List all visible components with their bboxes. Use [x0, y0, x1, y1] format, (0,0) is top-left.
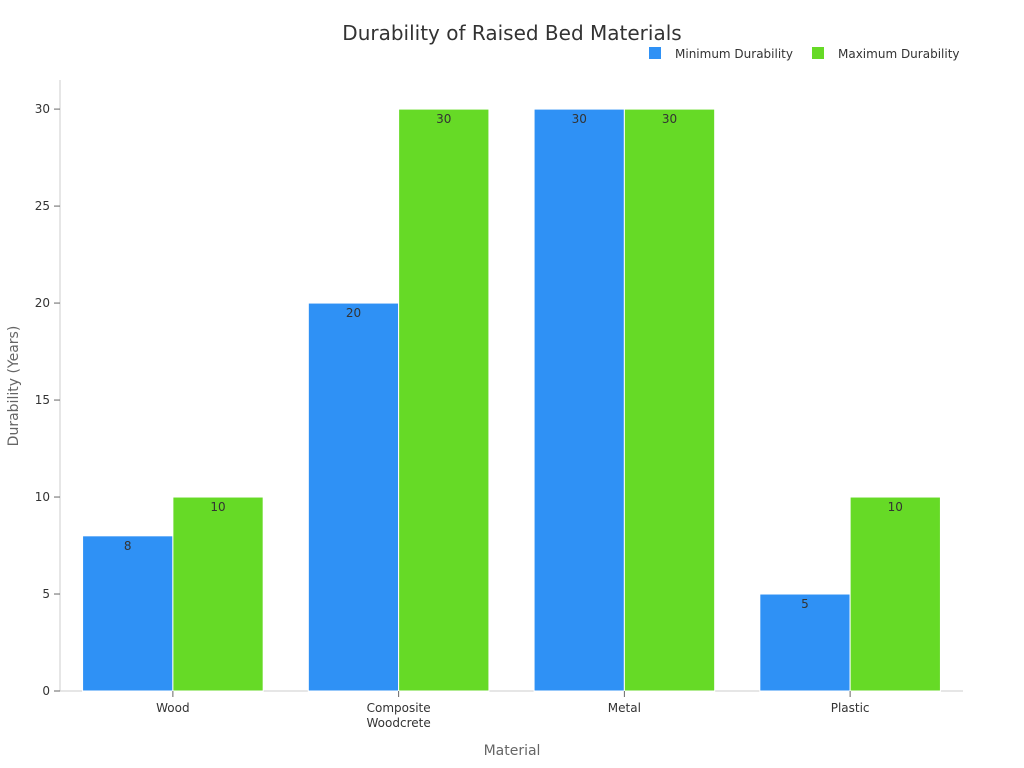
- chart-title: Durability of Raised Bed Materials: [342, 21, 681, 45]
- x-tick-label: Plastic: [831, 701, 870, 715]
- x-tick-label: Metal: [608, 701, 641, 715]
- bar-minimum: [759, 593, 851, 692]
- x-axis-title: Material: [484, 743, 541, 759]
- bar-value-label: 20: [346, 306, 361, 320]
- bar-value-label: 30: [436, 112, 451, 126]
- bar-minimum: [82, 535, 174, 692]
- legend: Minimum Durability Maximum Durability: [649, 47, 960, 61]
- x-tick-label: Woodcrete: [367, 716, 431, 730]
- bar-minimum: [307, 302, 400, 692]
- legend-swatch: [649, 47, 661, 59]
- y-tick-label: 15: [35, 393, 50, 407]
- legend-label: Minimum Durability: [675, 47, 793, 61]
- bar-value-label: 8: [124, 539, 132, 553]
- bar-maximum: [398, 108, 490, 692]
- bar-maximum: [849, 496, 941, 692]
- bar-maximum: [623, 108, 716, 692]
- bar-value-label: 10: [888, 500, 903, 514]
- bar-value-label: 30: [662, 112, 677, 126]
- legend-label: Maximum Durability: [838, 47, 960, 61]
- y-tick-label: 30: [35, 102, 50, 116]
- x-tick-label: Wood: [156, 701, 189, 715]
- y-tick-label: 20: [35, 296, 50, 310]
- bar-value-label: 10: [210, 500, 225, 514]
- y-axis-title: Durability (Years): [6, 326, 22, 447]
- legend-swatch: [812, 47, 824, 59]
- bar-minimum: [533, 108, 625, 692]
- y-tick-label: 25: [35, 199, 50, 213]
- plot-area: 0 5 10 15 20 25 30 8 10 Wood 20 30 CompositeWoodcret…: [35, 80, 963, 730]
- bar-maximum: [172, 496, 264, 692]
- y-tick-label: 0: [42, 684, 50, 698]
- y-tick-label: 10: [35, 490, 50, 504]
- bar-value-label: 30: [572, 112, 587, 126]
- x-tick-label: Composite: [367, 701, 431, 715]
- bar-value-label: 5: [801, 597, 809, 611]
- y-tick-label: 5: [42, 587, 50, 601]
